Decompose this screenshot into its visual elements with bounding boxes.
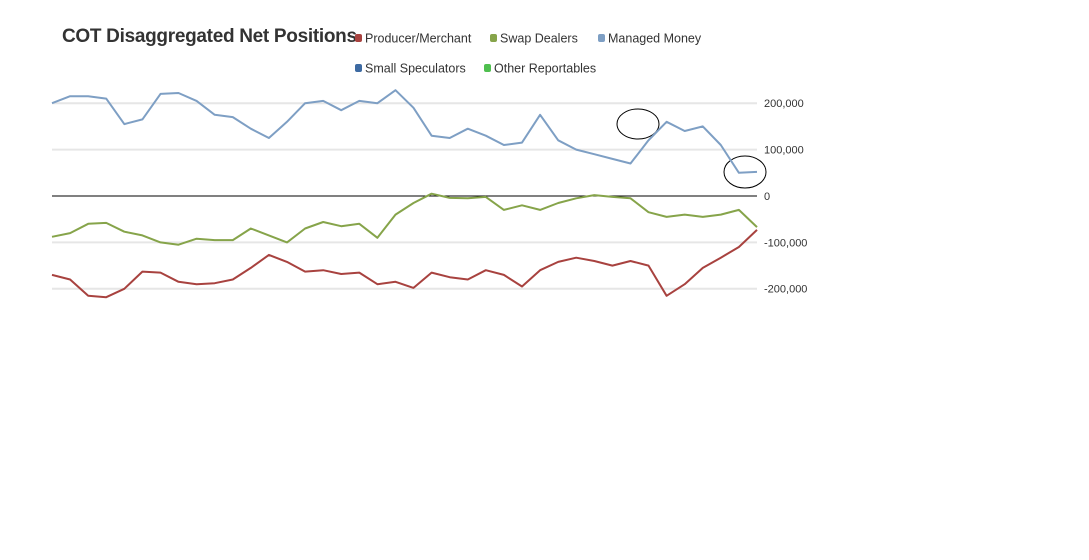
- legend-swatch: [484, 64, 491, 72]
- series-line: [51, 192, 758, 246]
- y-tick-label: -100,000: [764, 237, 807, 249]
- legend-label: Small Speculators: [365, 61, 466, 75]
- legend-swatch: [355, 64, 362, 72]
- annotation-circle: [723, 155, 767, 189]
- legend-swatch: [490, 34, 497, 42]
- legend-label: Swap Dealers: [500, 31, 578, 45]
- legend-label: Managed Money: [608, 31, 702, 45]
- chart-title: COT Disaggregated Net Positions: [62, 26, 357, 47]
- y-tick-label: 100,000: [764, 145, 804, 157]
- legend-swatch: [355, 34, 362, 42]
- annotation-circle: [616, 108, 660, 140]
- series-line: [51, 229, 758, 299]
- legend-label: Other Reportables: [494, 61, 596, 75]
- y-tick-label: -200,000: [764, 284, 807, 296]
- legend-swatch: [598, 34, 605, 42]
- legend-label: Producer/Merchant: [365, 31, 472, 45]
- y-tick-label: 0: [764, 191, 770, 203]
- series-line: [51, 89, 758, 174]
- y-tick-label: 200,000: [764, 98, 804, 110]
